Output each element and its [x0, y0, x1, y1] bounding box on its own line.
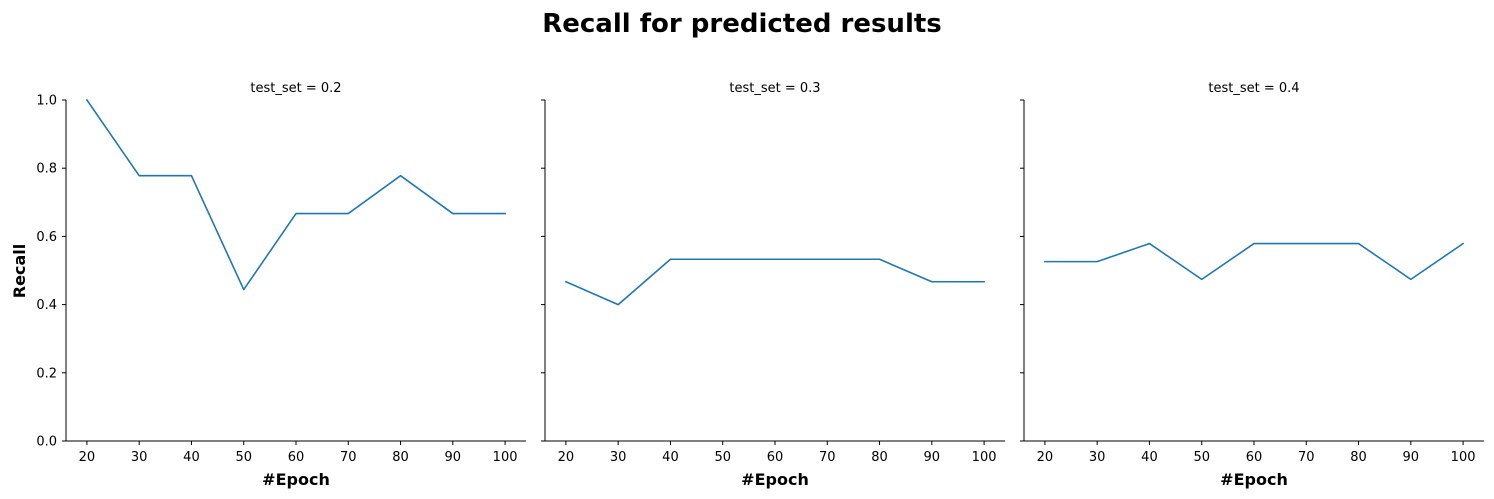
- y-tick-label: 1.0: [36, 94, 57, 109]
- chart-panels: test_set = 0.2 0.0 0.2 0.4 0.6 0.8 1.0 20 30 40 50…: [36, 81, 1484, 489]
- x-tick-label: 60: [767, 450, 784, 465]
- x-tick-label: 70: [340, 450, 357, 465]
- x-tick-label: 40: [662, 450, 679, 465]
- x-tick-label: 50: [235, 450, 252, 465]
- panel-title: test_set = 0.3: [729, 81, 820, 96]
- panel-title: test_set = 0.2: [250, 81, 341, 96]
- x-tick-label: 90: [1403, 450, 1420, 465]
- x-tick-label: 50: [714, 450, 731, 465]
- y-tick-label: 0.8: [36, 162, 57, 177]
- x-tick-label: 40: [1141, 450, 1158, 465]
- panel-title: test_set = 0.4: [1208, 81, 1299, 96]
- x-tick-label: 20: [558, 450, 575, 465]
- x-tick-label: 30: [131, 450, 148, 465]
- x-tick-label: 30: [1089, 450, 1106, 465]
- y-tick-label: 0.0: [36, 435, 57, 450]
- x-tick-label: 20: [1037, 450, 1054, 465]
- series-line: [85, 98, 506, 291]
- x-tick-label: 60: [288, 450, 305, 465]
- x-axis-label: #Epoch: [741, 470, 809, 489]
- x-tick-label: 90: [924, 450, 941, 465]
- x-tick-label: 90: [445, 450, 462, 465]
- series-line: [564, 258, 985, 306]
- x-tick-label: 70: [819, 450, 836, 465]
- chart-panel-1: test_set = 0.2 0.0 0.2 0.4 0.6 0.8 1.0 20 30 40 50…: [36, 81, 526, 489]
- figure-title: Recall for predicted results: [542, 9, 942, 39]
- x-tick-label: 60: [1246, 450, 1263, 465]
- x-axis-label: #Epoch: [1220, 470, 1288, 489]
- chart-panel-2: test_set = 0.3 20 30 40 50 60 70 80 90 100 #Epoch: [541, 81, 1005, 489]
- y-tick-label: 0.4: [36, 298, 57, 313]
- x-tick-label: 30: [610, 450, 627, 465]
- x-tick-label: 20: [79, 450, 96, 465]
- x-tick-label: 80: [871, 450, 888, 465]
- x-tick-label: 70: [1298, 450, 1315, 465]
- y-axis-label: Recall: [10, 244, 29, 298]
- y-tick-label: 0.6: [36, 230, 57, 245]
- x-tick-label: 80: [1350, 450, 1367, 465]
- x-tick-label: 80: [392, 450, 409, 465]
- chart-panel-3: test_set = 0.4 20 30 40 50 60 70 80 90 100 #Epoch: [1020, 81, 1484, 489]
- x-tick-label: 40: [183, 450, 200, 465]
- y-tick-label: 0.2: [36, 366, 57, 381]
- x-tick-label: 100: [1451, 450, 1476, 465]
- series-line: [1044, 242, 1465, 281]
- x-tick-label: 100: [493, 450, 518, 465]
- x-axis-label: #Epoch: [262, 470, 330, 489]
- x-tick-label: 100: [972, 450, 997, 465]
- x-tick-label: 50: [1193, 450, 1210, 465]
